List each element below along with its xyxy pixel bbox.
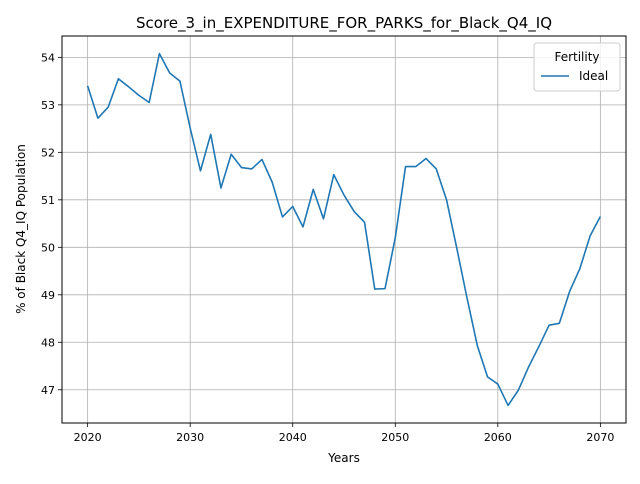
y-tick-label: 49 bbox=[41, 289, 55, 302]
series-line-ideal bbox=[86, 52, 602, 407]
y-axis-label: % of Black Q4_IQ Population bbox=[14, 144, 28, 314]
x-tick-label: 2050 bbox=[381, 431, 409, 444]
x-tick-label: 2020 bbox=[74, 431, 102, 444]
y-tick-label: 47 bbox=[41, 384, 55, 397]
axes-frame bbox=[61, 35, 627, 424]
grid bbox=[62, 36, 626, 423]
x-tick-label: 2040 bbox=[279, 431, 307, 444]
y-tick-label: 52 bbox=[41, 146, 55, 159]
x-axis-label: Years bbox=[327, 451, 360, 465]
legend-box bbox=[533, 42, 621, 92]
legend: Fertility Ideal bbox=[533, 42, 621, 92]
y-tick-label: 53 bbox=[41, 99, 55, 112]
x-tick-label: 2060 bbox=[484, 431, 512, 444]
series-layer bbox=[86, 52, 602, 407]
ticks: 2020 2030 2040 2050 2060 2070 47 48 49 50 51 52 53 54 bbox=[41, 51, 614, 444]
legend-title: Fertility bbox=[554, 50, 599, 64]
y-tick-label: 54 bbox=[41, 51, 55, 64]
chart-title: Score_3_in_EXPENDITURE_FOR_PARKS_for_Bla… bbox=[136, 14, 552, 33]
y-tick-label: 48 bbox=[41, 336, 55, 349]
legend-label-ideal: Ideal bbox=[579, 69, 608, 83]
x-tick-label: 2030 bbox=[176, 431, 204, 444]
y-tick-label: 50 bbox=[41, 241, 55, 254]
x-tick-label: 2070 bbox=[586, 431, 614, 444]
y-tick-label: 51 bbox=[41, 194, 55, 207]
